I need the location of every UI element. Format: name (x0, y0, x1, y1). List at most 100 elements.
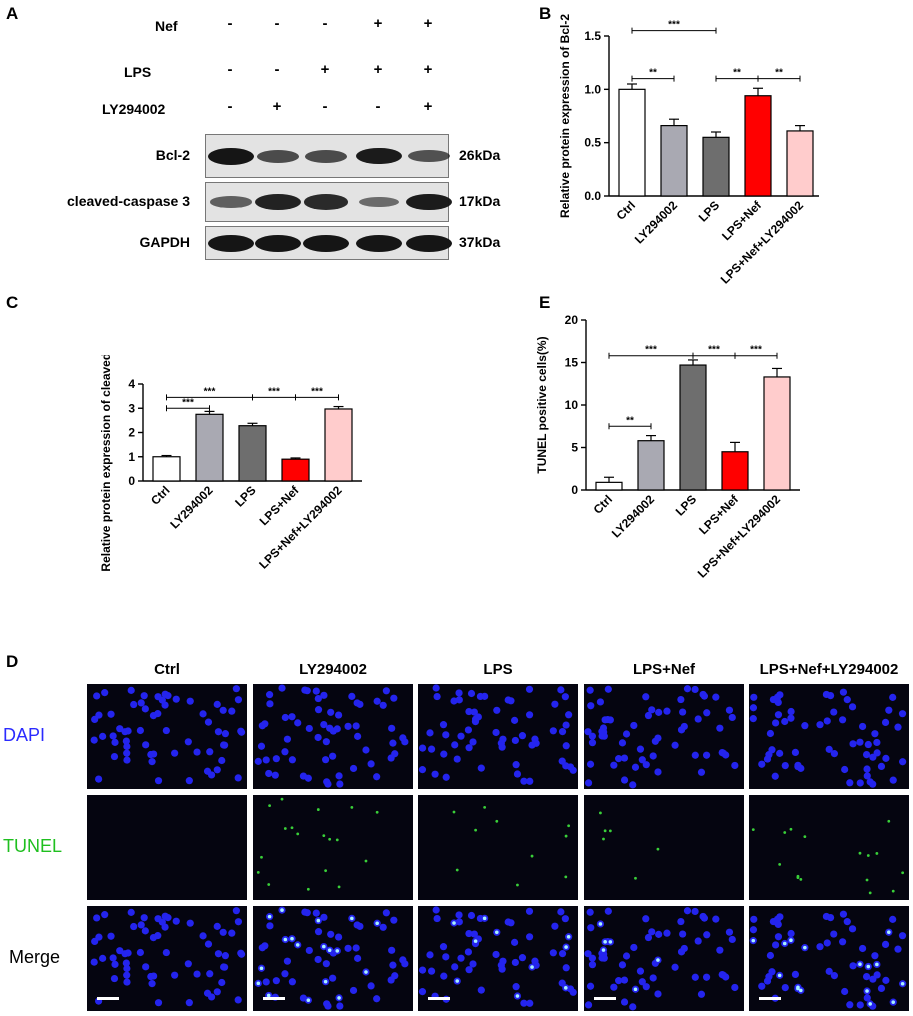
nucleus (677, 695, 685, 704)
nucleus (455, 696, 463, 704)
tunel-spot (891, 1000, 896, 1004)
nucleus (367, 760, 375, 768)
nucleus (278, 684, 286, 692)
nucleus (172, 917, 180, 925)
sig-label: ** (733, 68, 741, 79)
micrograph-panel (253, 795, 413, 900)
nucleus (882, 754, 890, 762)
nucleus (679, 930, 687, 938)
nucleus (520, 999, 528, 1007)
nucleus (257, 742, 266, 750)
nucleus (221, 730, 229, 738)
bar (618, 88, 646, 197)
nucleus (314, 955, 322, 964)
blot-strip (205, 134, 451, 178)
nucleus (716, 724, 724, 732)
nucleus (237, 950, 246, 958)
nucleus (455, 911, 463, 919)
nucleus (158, 696, 166, 704)
tunel-spot (324, 869, 328, 873)
nucleus (848, 703, 857, 711)
nucleus (604, 715, 612, 724)
nucleus (136, 948, 144, 957)
scale-bar (97, 997, 119, 1000)
nucleus (336, 1002, 344, 1010)
nucleus (620, 776, 629, 784)
nucleus (630, 721, 638, 730)
tunel-spot (868, 891, 872, 895)
tunel-spot (803, 835, 807, 839)
y-tick-label: 0.0 (584, 189, 601, 203)
nucleus (258, 722, 266, 730)
nucleus (618, 739, 627, 747)
nucleus (700, 914, 709, 922)
tunel-spot (887, 930, 891, 935)
kda-label: 37kDa (459, 234, 501, 250)
panel-label-e: E (539, 293, 551, 312)
y-tick-label: 3 (128, 401, 135, 415)
nucleus (334, 711, 343, 719)
nucleus (716, 946, 724, 954)
nucleus (843, 918, 851, 926)
nucleus (620, 754, 629, 762)
nucleus (123, 971, 131, 979)
nucleus (465, 929, 473, 938)
treatment-mark: - (274, 15, 280, 32)
tunel-spot (494, 930, 499, 935)
nucleus (697, 990, 706, 998)
nucleus (90, 958, 98, 966)
nucleus (95, 711, 103, 719)
nucleus (356, 700, 364, 708)
nucleus (469, 960, 477, 968)
micrograph-panel (87, 906, 247, 1011)
nucleus (237, 728, 246, 736)
sig-label: *** (750, 345, 762, 356)
nucleus (271, 771, 279, 779)
tunel-spot (656, 847, 660, 851)
tunel-spot (891, 889, 895, 893)
nucleus (299, 994, 308, 1002)
category-label: LY294002 (632, 198, 681, 247)
nucleus (898, 710, 907, 718)
nucleus (418, 966, 427, 974)
micrograph-panel (418, 795, 578, 900)
nucleus (221, 952, 229, 960)
nucleus (418, 744, 427, 752)
nucleus (683, 685, 692, 693)
sig-label: *** (668, 20, 680, 31)
nucleus (387, 976, 395, 984)
nucleus (432, 906, 440, 914)
nucleus (562, 964, 570, 972)
nucleus (116, 725, 124, 733)
nucleus (877, 762, 886, 771)
nucleus (305, 724, 313, 733)
nucleus (584, 779, 593, 787)
y-tick-label: 1.5 (584, 29, 601, 43)
nucleus (184, 738, 192, 746)
tunel-spot (256, 870, 260, 874)
y-tick-label: 1 (128, 450, 135, 464)
nucleus (629, 781, 637, 789)
nucleus (474, 713, 482, 721)
nucleus (781, 717, 789, 726)
nucleus (123, 749, 131, 757)
y-tick-label: 1.0 (584, 82, 601, 96)
nucleus (525, 685, 534, 693)
category-label: Ctrl (614, 198, 639, 223)
nucleus (873, 971, 881, 979)
tunel-spot (656, 958, 660, 962)
nucleus (525, 907, 534, 915)
nucleus (122, 737, 130, 745)
nucleus (787, 929, 795, 938)
nucleus (557, 908, 565, 916)
tunel-spot (267, 914, 272, 919)
nucleus (631, 763, 640, 771)
nucleus (362, 746, 370, 754)
nucleus (140, 914, 148, 922)
tunel-spot (452, 810, 456, 814)
treatment-mark: + (373, 15, 383, 32)
tunel-spot (778, 862, 782, 866)
nucleus (526, 777, 534, 785)
nucleus (718, 970, 726, 979)
